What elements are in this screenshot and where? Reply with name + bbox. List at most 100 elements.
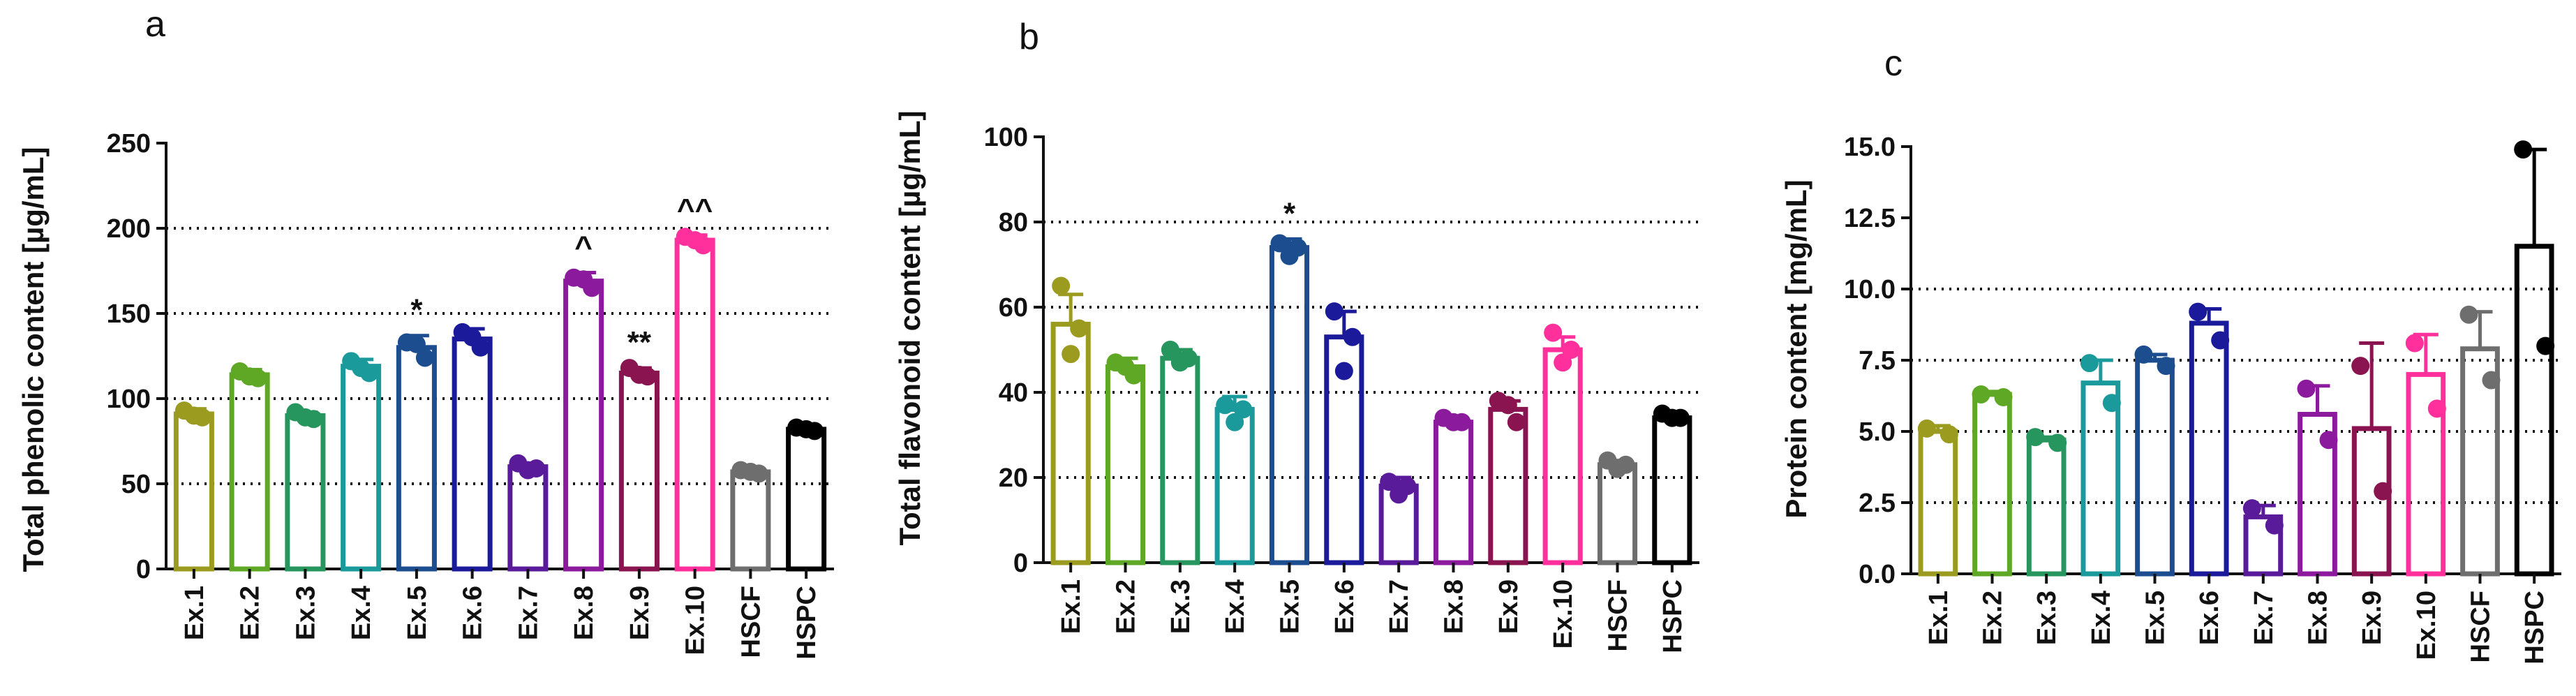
x-tick-label: Ex.3 (1166, 579, 1196, 634)
y-tick-label: 40 (999, 378, 1028, 408)
bar (452, 336, 493, 572)
data-point (296, 408, 315, 427)
significance-marker: ^^ (677, 193, 713, 227)
data-point (1498, 396, 1517, 415)
y-tick-label: 0 (136, 555, 151, 584)
x-tick-label: Ex.10 (2412, 591, 2441, 660)
y-tick-label: 60 (999, 293, 1028, 323)
x-tick-label: HSPC (792, 586, 821, 660)
x-tick-label: Ex.6 (1330, 579, 1360, 634)
bar (173, 411, 214, 572)
x-tick-label: Ex.2 (1979, 591, 2008, 645)
significance-marker: ^ (574, 230, 593, 264)
data-point (685, 231, 704, 250)
data-point (2265, 516, 2284, 535)
data-point (1270, 234, 1289, 253)
bar (1542, 347, 1583, 565)
data-point (415, 348, 434, 367)
data-point (1234, 400, 1253, 419)
data-point (1280, 246, 1299, 265)
y-axis-title: Total flavonoid content [µg/mL] (893, 110, 926, 545)
bar (2351, 426, 2392, 577)
x-tick-label: Ex.9 (1494, 579, 1524, 634)
data-point (2242, 499, 2261, 518)
y-axis-title: Protein content [mg/mL] (1780, 179, 1812, 518)
x-tick-label: Ex.1 (1924, 591, 1953, 645)
data-point (2514, 140, 2533, 159)
bar (507, 464, 549, 572)
x-tick-label: Ex.3 (291, 586, 320, 640)
y-tick-label: 80 (999, 208, 1028, 237)
x-tick-label: Ex.5 (1276, 579, 1305, 634)
data-point (2211, 331, 2230, 350)
bar (1214, 406, 1255, 565)
bar (1433, 420, 1474, 565)
data-point (2374, 482, 2392, 501)
data-point (2157, 357, 2175, 376)
x-tick-label: Ex.4 (2087, 591, 2116, 645)
x-tick-label: HSCF (736, 586, 766, 658)
bar (1488, 406, 1528, 565)
data-point (1507, 413, 1526, 431)
data-point (797, 420, 816, 438)
data-point (1554, 353, 1572, 372)
data-point (2459, 305, 2478, 324)
data-point (240, 367, 259, 386)
data-point (2319, 431, 2338, 450)
x-tick-label: Ex.5 (2141, 591, 2171, 645)
data-point (1608, 459, 1627, 478)
data-point (1444, 413, 1463, 431)
panel-letter-c: c (1884, 43, 1903, 84)
x-tick-label: HSCF (1604, 579, 1633, 651)
y-tick-label: 20 (999, 464, 1028, 493)
data-point (1170, 353, 1189, 372)
y-tick-label: 0.0 (1859, 560, 1896, 589)
x-tick-label: Ex.8 (2304, 591, 2333, 645)
data-point (1325, 302, 1343, 321)
data-point (1972, 385, 1990, 403)
y-tick-label: 10.0 (1844, 275, 1896, 304)
data-point (2351, 357, 2370, 376)
bar (674, 237, 715, 572)
data-point (2134, 345, 2153, 364)
data-point (2189, 302, 2208, 321)
bar (1160, 355, 1200, 565)
bar (341, 364, 382, 572)
data-point (2482, 371, 2501, 390)
x-tick-label: Ex.8 (569, 586, 599, 640)
bar (229, 372, 270, 572)
bar (285, 413, 326, 572)
y-tick-label: 7.5 (1859, 346, 1896, 376)
data-point (1116, 357, 1135, 376)
significance-marker: * (1283, 196, 1296, 230)
x-tick-label: Ex.2 (1112, 579, 1141, 634)
data-point (2405, 334, 2424, 353)
significance-marker: ** (627, 325, 652, 360)
chart-panel-c: 0.0 2.5 5.0 7.5 10.0 12.5 15.0 Protein content … (1780, 133, 2561, 665)
y-tick-label: 50 (121, 470, 151, 499)
bar (2026, 437, 2067, 577)
data-point (2048, 434, 2067, 452)
data-point (2536, 336, 2555, 355)
data-point (1070, 319, 1089, 338)
y-tick-label: 12.5 (1844, 204, 1896, 233)
data-point (1917, 419, 1936, 438)
data-point (2427, 399, 2446, 418)
data-point (1940, 425, 1958, 444)
y-tick-label: 2.5 (1859, 489, 1896, 518)
data-point (741, 462, 760, 481)
y-tick-label: 250 (107, 129, 151, 158)
bar (730, 469, 771, 572)
data-point (1343, 327, 1362, 346)
data-point (519, 461, 537, 480)
x-tick-label: HSCF (2466, 591, 2496, 662)
x-tick-label: Ex.6 (2195, 591, 2224, 645)
data-point (1380, 473, 1399, 491)
data-point (1544, 323, 1563, 342)
x-tick-label: Ex.9 (625, 586, 655, 640)
x-tick-label: Ex.6 (459, 586, 488, 640)
data-point (1216, 396, 1235, 415)
bar (1105, 364, 1146, 565)
data-point (1062, 345, 1080, 364)
